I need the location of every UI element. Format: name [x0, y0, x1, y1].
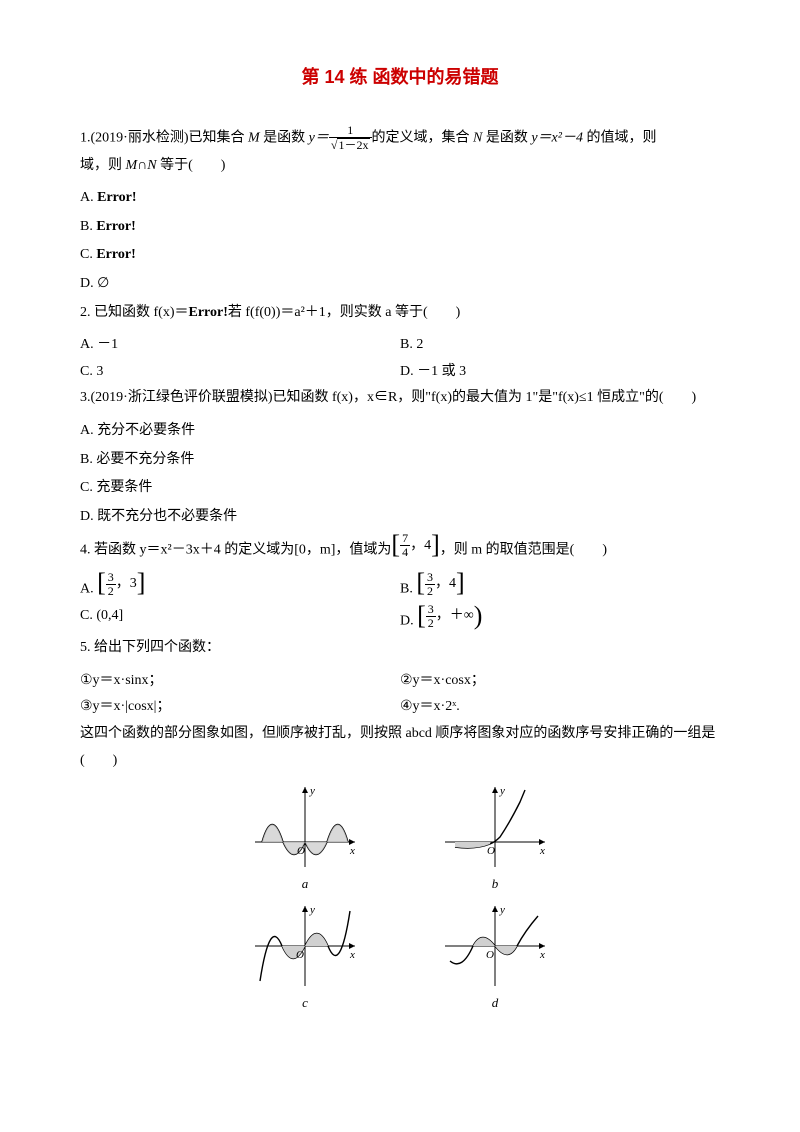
q1-t2: 是函数 — [260, 131, 309, 146]
graph-a: O x y a — [250, 782, 360, 897]
q4-A: A. [32，3] — [80, 571, 400, 603]
svg-text:O: O — [486, 949, 494, 961]
page: 第 14 练 函数中的易错题 1.(2019·丽水检测)已知集合 M 是函数 y… — [0, 0, 800, 1132]
q1-optB: B. Error! — [80, 214, 720, 241]
q1-optB-err: Error! — [96, 219, 135, 234]
q2-err: Error! — [189, 305, 228, 320]
q4-D: D. [32，＋∞) — [400, 603, 720, 635]
q4-A-num: 3 — [106, 571, 116, 585]
graph-c-label: c — [250, 991, 360, 1016]
q5-funcs: ①y＝x·sinx； ②y＝x·cosx； ③y＝x·|cosx|； ④y＝x·… — [80, 668, 720, 721]
q4-r-sep: ，4 — [410, 533, 431, 560]
q4-D-num: 3 — [426, 603, 436, 617]
q1-func-lhs: y＝ — [309, 131, 329, 146]
graph-row-1: O x y a O x y b — [80, 782, 720, 897]
graph-b: O x y b — [440, 782, 550, 897]
q4-A-pre: A. — [80, 581, 94, 596]
q4-B-num: 3 — [425, 571, 435, 585]
q1-optB-label: B. — [80, 219, 96, 234]
q2-stem: 2. 已知函数 f(x)＝ — [80, 305, 189, 320]
q1-M: M — [248, 131, 260, 146]
svg-text:x: x — [539, 949, 545, 961]
q1-optA-err: Error! — [97, 190, 136, 205]
question-5: 5. 给出下列四个函数： — [80, 635, 720, 662]
svg-text:y: y — [499, 904, 505, 916]
svg-text:O: O — [296, 949, 304, 961]
q4-A-sep: ，3 — [116, 571, 137, 598]
q5-f1: ①y＝x·sinx； — [80, 668, 400, 695]
q5-f4: ④y＝x·2ˣ. — [400, 694, 720, 721]
q1-line2a: 域，则 — [80, 158, 126, 173]
q2-mid: 若 f(f(0))＝a²＋1，则实数 a 等于( ) — [228, 305, 460, 320]
q2-C: C. 3 — [80, 359, 400, 386]
q1-func2: y＝x²－4 — [531, 131, 583, 146]
q1-N: N — [473, 131, 482, 146]
q3-D: D. 既不充分也不必要条件 — [80, 504, 720, 531]
q4-r-den: 4 — [400, 546, 410, 559]
q4-D-den: 2 — [426, 617, 436, 630]
q5-f2: ②y＝x·cosx； — [400, 668, 720, 695]
svg-text:x: x — [349, 845, 355, 857]
graph-c: O x y c — [250, 901, 360, 1016]
question-4: 4. 若函数 y＝x²－3x＋4 的定义域为[0，m]，值域为[74，4]，则 … — [80, 532, 720, 564]
q1-t5: 的值域，则 — [583, 131, 657, 146]
question-2: 2. 已知函数 f(x)＝Error!若 f(f(0))＝a²＋1，则实数 a … — [80, 300, 720, 327]
q3-B: B. 必要不充分条件 — [80, 447, 720, 474]
q4-C: C. (0,4] — [80, 603, 400, 635]
q4-D-pre: D. — [400, 614, 414, 629]
q1-optC-err: Error! — [96, 247, 135, 262]
q4-options: A. [32，3] B. [32，4] C. (0,4] D. [32，＋∞) — [80, 571, 720, 636]
q1-t3: 的定义域，集合 — [372, 131, 474, 146]
q1-frac-den: √1－2x — [329, 138, 372, 152]
graph-d-label: d — [440, 991, 550, 1016]
graphs-grid: O x y a O x y b — [80, 782, 720, 1015]
svg-text:O: O — [297, 845, 305, 857]
q2-D: D. －1 或 3 — [400, 359, 720, 386]
q4-B: B. [32，4] — [400, 571, 720, 603]
question-3: 3.(2019·浙江绿色评价联盟模拟)已知函数 f(x)，x∈R，则"f(x)的… — [80, 385, 720, 412]
q2-A: A. －1 — [80, 332, 400, 359]
q3-options: A. 充分不必要条件 B. 必要不充分条件 C. 充要条件 D. 既不充分也不必… — [80, 418, 720, 530]
q1-t4: 是函数 — [482, 131, 531, 146]
q1-sqrt: 1－2x — [337, 138, 369, 152]
q1-tail: 等于( ) — [157, 158, 226, 173]
q2-options: A. －1 B. 2 C. 3 D. －1 或 3 — [80, 332, 720, 385]
page-title: 第 14 练 函数中的易错题 — [80, 60, 720, 94]
graph-b-label: b — [440, 872, 550, 897]
q1-optA: A. Error! — [80, 185, 720, 212]
q1-optC: C. Error! — [80, 242, 720, 269]
q1-optC-label: C. — [80, 247, 96, 262]
q1-MN: M∩N — [126, 158, 157, 173]
q4-B-sep: ，4 — [435, 571, 456, 598]
q1-optA-label: A. — [80, 190, 97, 205]
q4-range: [74，4] — [391, 532, 439, 559]
q1-t1: 1.(2019·丽水检测)已知集合 — [80, 131, 248, 146]
q3-C: C. 充要条件 — [80, 475, 720, 502]
q5-mid: 这四个函数的部分图象如图，但顺序被打乱，则按照 abcd 顺序将图象对应的函数序… — [80, 721, 720, 774]
q4-A-den: 2 — [106, 585, 116, 598]
q4-s2: ，则 m 的取值范围是( ) — [440, 543, 607, 558]
q4-B-den: 2 — [425, 585, 435, 598]
q4-B-pre: B. — [400, 581, 413, 596]
q4-r-num: 7 — [400, 532, 410, 546]
graph-d: O x y d — [440, 901, 550, 1016]
q4-s1: 4. 若函数 y＝x²－3x＋4 的定义域为[0，m]，值域为 — [80, 543, 391, 558]
q1-options: A. Error! B. Error! C. Error! D. ∅ — [80, 185, 720, 297]
q3-A: A. 充分不必要条件 — [80, 418, 720, 445]
q1-frac: 1√1－2x — [329, 124, 372, 152]
svg-text:O: O — [487, 845, 495, 857]
svg-text:y: y — [309, 785, 315, 797]
q5-f3: ③y＝x·|cosx|； — [80, 694, 400, 721]
svg-text:x: x — [349, 949, 355, 961]
graph-a-label: a — [250, 872, 360, 897]
svg-text:y: y — [309, 904, 315, 916]
svg-text:x: x — [539, 845, 545, 857]
q1-frac-num: 1 — [329, 124, 372, 138]
question-1: 1.(2019·丽水检测)已知集合 M 是函数 y＝1√1－2x的定义域，集合 … — [80, 124, 720, 179]
svg-text:y: y — [499, 785, 505, 797]
q2-B: B. 2 — [400, 332, 720, 359]
graph-row-2: O x y c O x y d — [80, 901, 720, 1016]
q1-optD: D. ∅ — [80, 271, 720, 298]
q4-D-sep: ，＋∞ — [436, 603, 474, 630]
